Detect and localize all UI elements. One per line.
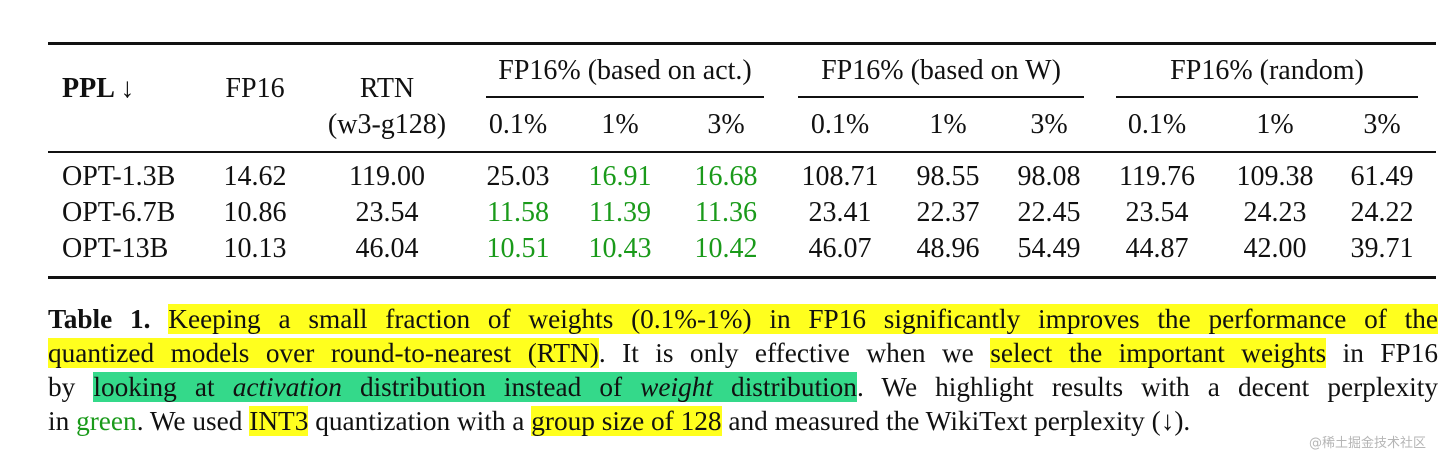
- subheader-pct: 0.1%: [1127, 109, 1187, 140]
- cell-ppl-value: 10.51: [486, 233, 550, 264]
- cell-model: OPT-13B: [62, 233, 169, 264]
- cell-ppl-value: 46.07: [808, 233, 872, 264]
- cell-rtn: 23.54: [355, 197, 419, 228]
- header-rtn-config: (w3-g128): [327, 109, 447, 140]
- caption-highlight-select: select the important weights: [990, 338, 1327, 368]
- caption-text: distribution instead of: [341, 372, 641, 402]
- header-group-weight: FP16% (based on W): [821, 55, 1061, 86]
- cell-ppl-value: 109.38: [1236, 161, 1314, 192]
- caption-text: in: [48, 406, 77, 436]
- subheader-pct: 3%: [1030, 109, 1068, 140]
- caption-text: by: [48, 372, 94, 402]
- header-ppl: PPL ↓: [62, 73, 135, 104]
- cell-ppl-value: 39.71: [1350, 233, 1414, 264]
- cell-ppl-value: 24.23: [1243, 197, 1307, 228]
- watermark: @稀土掘金技术社区: [1308, 436, 1426, 451]
- subheader-pct: 1%: [601, 109, 639, 140]
- cell-ppl-value: 25.03: [486, 161, 550, 192]
- cell-ppl-value: 23.54: [1125, 197, 1189, 228]
- caption-text: in FP16: [1326, 338, 1438, 368]
- caption-italic-weight: weight: [640, 372, 713, 402]
- table-caption: Table 1. Keeping a small fraction of wei…: [48, 302, 1438, 438]
- subheader-pct: 3%: [1363, 109, 1401, 140]
- cell-fp16: 10.86: [223, 197, 287, 228]
- caption-text: quantization with a: [308, 406, 532, 436]
- caption-highlight-group-size: group size of 128: [531, 406, 722, 436]
- header-fp16: FP16: [225, 73, 285, 104]
- cell-model: OPT-1.3B: [62, 161, 176, 192]
- caption-text: . It is only effective when we: [598, 338, 991, 368]
- caption-highlight-int3: INT3: [249, 406, 309, 436]
- caption-highlight-activation: looking at activation distribution inste…: [93, 372, 857, 402]
- cell-ppl-value: 61.49: [1350, 161, 1414, 192]
- cell-ppl-value: 42.00: [1243, 233, 1307, 264]
- cell-ppl-value: 23.41: [808, 197, 872, 228]
- cell-ppl-value: 98.55: [916, 161, 980, 192]
- cell-fp16: 14.62: [223, 161, 287, 192]
- cell-ppl-value: 98.08: [1017, 161, 1081, 192]
- cell-rtn: 46.04: [355, 233, 419, 264]
- group-underline-weight: [798, 96, 1084, 98]
- header-group-random: FP16% (random): [1170, 55, 1364, 86]
- caption-text: distribution: [712, 372, 857, 402]
- table-bottom-rule: [48, 276, 1436, 279]
- cell-ppl-value: 11.58: [487, 197, 549, 228]
- subheader-pct: 3%: [707, 109, 745, 140]
- caption-line-4: in green. We used INT3 quantization with…: [48, 404, 1438, 438]
- cell-ppl-value: 16.91: [588, 161, 652, 192]
- caption-highlight-quantized: quantized models over round-to-nearest (…: [48, 338, 599, 368]
- caption-line-1: Table 1. Keeping a small fraction of wei…: [48, 302, 1438, 336]
- caption-text: looking at: [93, 372, 233, 402]
- caption-highlight-keeping: Keeping a small fraction of weights (0.1…: [168, 304, 1438, 334]
- cell-ppl-value: 16.68: [694, 161, 758, 192]
- group-underline-random: [1116, 96, 1418, 98]
- subheader-pct: 0.1%: [810, 109, 870, 140]
- cell-ppl-value: 54.49: [1017, 233, 1081, 264]
- table-header-rule: [48, 151, 1436, 153]
- group-underline-act: [486, 96, 764, 98]
- table-top-rule: [48, 42, 1436, 45]
- cell-ppl-value: 10.42: [694, 233, 758, 264]
- header-rtn: RTN: [359, 73, 415, 104]
- caption-italic-activation: activation: [232, 372, 342, 402]
- header-group-act: FP16% (based on act.): [498, 55, 752, 86]
- cell-rtn: 119.00: [349, 161, 425, 192]
- cell-ppl-value: 44.87: [1125, 233, 1189, 264]
- cell-ppl-value: 22.45: [1017, 197, 1081, 228]
- cell-model: OPT-6.7B: [62, 197, 176, 228]
- cell-ppl-value: 11.39: [589, 197, 651, 228]
- caption-label: Table 1.: [48, 304, 151, 334]
- caption-text: and measured the WikiText perplexity (↓)…: [721, 406, 1191, 436]
- subheader-pct: 0.1%: [488, 109, 548, 140]
- cell-ppl-value: 24.22: [1350, 197, 1414, 228]
- cell-ppl-value: 11.36: [695, 197, 757, 228]
- caption-green-word: green: [76, 406, 137, 436]
- caption-line-2: quantized models over round-to-nearest (…: [48, 336, 1438, 370]
- cell-ppl-value: 10.43: [588, 233, 652, 264]
- cell-fp16: 10.13: [223, 233, 287, 264]
- caption-text: . We used: [136, 406, 250, 436]
- caption-text: . We highlight results with a decent per…: [856, 372, 1438, 402]
- subheader-pct: 1%: [929, 109, 967, 140]
- cell-ppl-value: 48.96: [916, 233, 980, 264]
- caption-line-3: by looking at activation distribution in…: [48, 370, 1438, 404]
- cell-ppl-value: 108.71: [801, 161, 879, 192]
- subheader-pct: 1%: [1256, 109, 1294, 140]
- cell-ppl-value: 22.37: [916, 197, 980, 228]
- cell-ppl-value: 119.76: [1119, 161, 1195, 192]
